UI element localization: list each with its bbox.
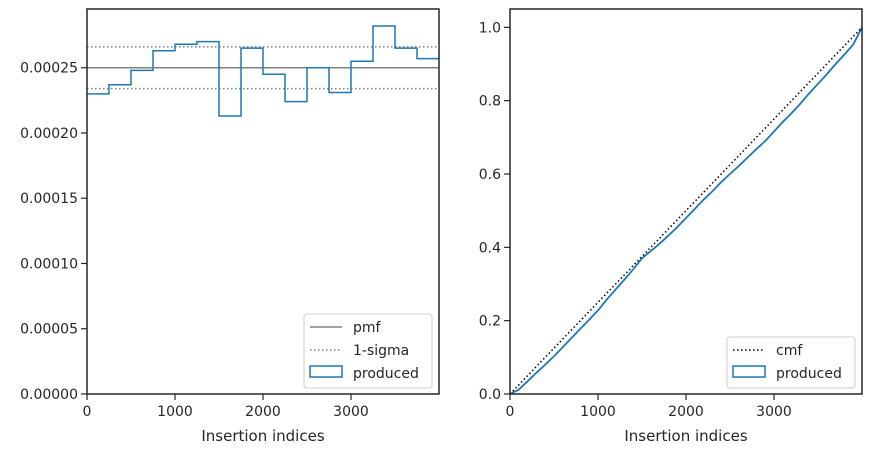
right-x-tick-label: 2000 — [668, 404, 704, 420]
produced-histogram-step — [87, 25, 439, 117]
left-x-tick-label: 2000 — [245, 404, 281, 420]
right-y-tick-label: 0.2 — [479, 314, 501, 330]
legend-sigma-label: 1-sigma — [353, 343, 409, 359]
right-y-tick-label: 0.0 — [479, 387, 501, 403]
right-y-tick-label: 0.4 — [479, 240, 501, 256]
cmf-panel: 0 1000 2000 3000 0.0 0.2 0.4 0.6 0.8 1.0 Insertio… — [479, 8, 863, 445]
right-x-tick-label: 3000 — [756, 404, 792, 420]
left-legend: pmf 1-sigma produced — [303, 313, 433, 389]
right-y-tick-label: 1.0 — [479, 20, 501, 36]
left-x-tick-label: 3000 — [333, 404, 369, 420]
pmf-histogram-panel: 0 1000 2000 3000 0.00000 0.00005 0.00010 0.0001… — [20, 8, 440, 445]
left-y-tick-label: 0.00005 — [20, 322, 78, 338]
right-x-axis-label: Insertion indices — [624, 427, 747, 445]
left-legend-box — [303, 313, 433, 389]
legend-produced-label-right: produced — [776, 366, 842, 382]
cmf-line — [509, 26, 863, 395]
right-legend: cmf produced — [726, 336, 856, 389]
produced-cmf-line — [509, 26, 863, 395]
right-y-tick-label: 0.8 — [479, 94, 501, 110]
left-y-tick-label: 0.00010 — [20, 256, 78, 272]
left-x-axis-label: Insertion indices — [201, 427, 324, 445]
left-y-tick-label: 0.00015 — [20, 191, 78, 207]
right-x-tick-label: 0 — [506, 404, 515, 420]
legend-produced-swatch-right — [732, 365, 766, 378]
right-axes-frame — [509, 8, 863, 395]
right-x-tick-label: 1000 — [580, 404, 616, 420]
left-y-tick-label: 0.00000 — [20, 387, 78, 403]
right-y-tick-label: 0.6 — [479, 167, 501, 183]
left-y-tick-label: 0.00025 — [20, 61, 78, 77]
right-legend-box — [726, 336, 856, 389]
legend-produced-swatch — [309, 365, 343, 378]
legend-pmf-label: pmf — [353, 320, 382, 336]
left-x-tick-label: 1000 — [157, 404, 193, 420]
legend-produced-label: produced — [353, 366, 419, 382]
left-y-tick-label: 0.00020 — [20, 126, 78, 142]
legend-cmf-label: cmf — [776, 343, 803, 359]
left-x-tick-label: 0 — [83, 404, 92, 420]
